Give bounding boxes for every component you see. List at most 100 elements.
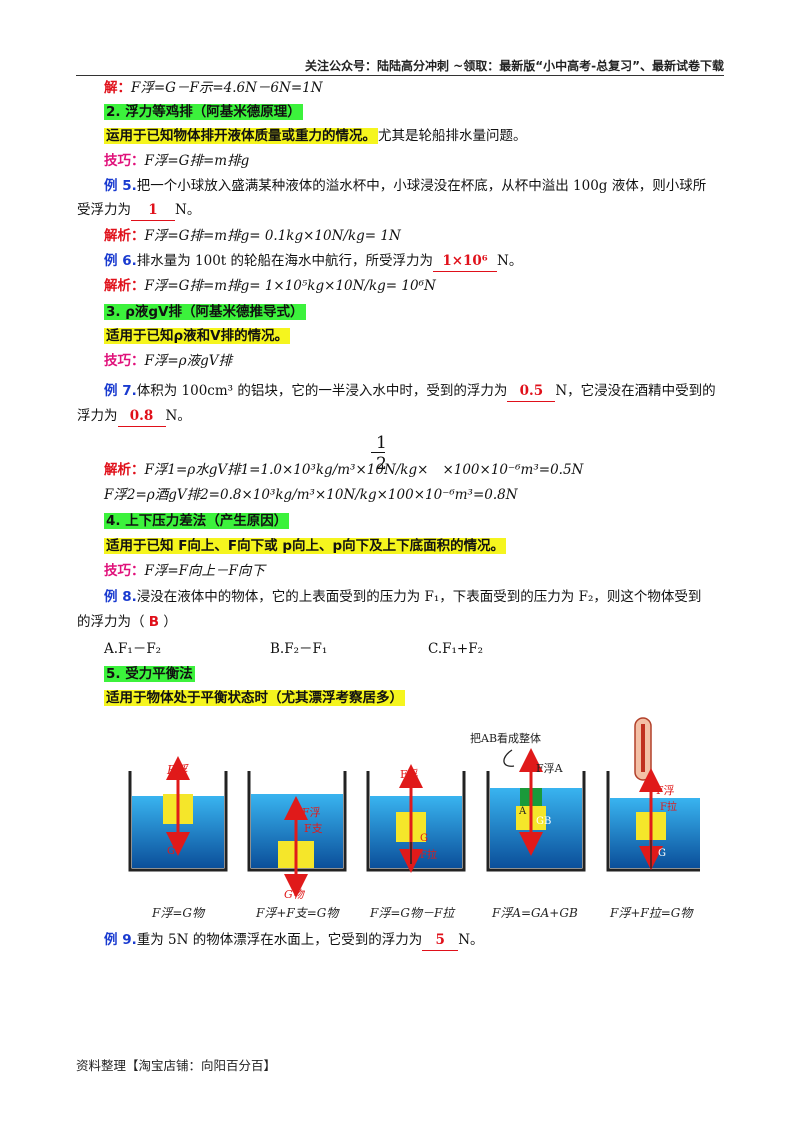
beaker-tethered: F浮 F拉 G [606, 717, 700, 872]
example-5-solution: 解析：F浮=G排=m排g= 0.1kg×10N/kg= 1N [104, 227, 726, 246]
tip-formula: F浮=G排=m排g [144, 153, 250, 169]
section-2-title-line: 2. 浮力等鸡排（阿基米德原理） [104, 103, 726, 122]
solution-formula-1b: ×100×10⁻⁶m³=0.5N [442, 462, 584, 478]
example-8-line: 例 8.浸没在液体中的物体，它的上表面受到的压力为 F₁，下表面受到的压力为 F… [104, 588, 726, 607]
section-5-apply-line: 适用于物体处于平衡状态时（尤其漂浮考察居多） [104, 689, 726, 708]
label-g: G [658, 848, 666, 859]
example-9-label: 例 9. [104, 932, 137, 948]
label-gab: GB [536, 816, 551, 827]
header-divider [76, 75, 724, 76]
section-5-title: 5. 受力平衡法 [104, 666, 195, 682]
beaker-pulled: F浮 G F拉 [366, 764, 466, 873]
example-5-answer: 1 [131, 201, 175, 221]
fraction-numerator: 1 [376, 433, 387, 453]
tip-label: 技巧： [104, 153, 145, 169]
caption-2: F浮+F支=G物 [256, 906, 339, 920]
section-2-title: 2. 浮力等鸡排（阿基米德原理） [104, 104, 303, 120]
section-5-apply: 适用于物体处于平衡状态时（尤其漂浮考察居多） [104, 690, 405, 706]
example-8-label: 例 8. [104, 589, 137, 605]
example-9-answer: 5 [422, 931, 459, 951]
example-5-unit: N。 [175, 202, 201, 218]
example-5-text: 把一个小球放入盛满某种液体的溢水杯中，小球浸没在杯底，从杯中溢出 100g 液体… [136, 178, 707, 194]
label-f-pull: F拉 [660, 800, 677, 813]
example-7-solution-2: F浮2=ρ酒gV排2=0.8×10³kg/m³×10N/kg×100×10⁻⁶m… [104, 486, 726, 505]
tip-formula: F浮=ρ液gV排 [144, 353, 233, 369]
example-7-text: 体积为 100cm³ 的铝块，它的一半浸入水中时，受到的浮力为 [136, 383, 508, 399]
option-a: A.F₁－F₂ [104, 641, 162, 657]
section-4-title-line: 4. 上下压力差法（产生原因） [104, 512, 726, 531]
section-4-title: 4. 上下压力差法（产生原因） [104, 513, 290, 529]
example-5-line: 例 5.把一个小球放入盛满某种液体的溢水杯中，小球浸没在杯底，从杯中溢出 100… [104, 177, 726, 196]
example-5-text-2: 受浮力为 [77, 202, 131, 218]
example-8-text: 浸没在液体中的物体，它的上表面受到的压力为 F₁，下表面受到的压力为 F₂，则这… [136, 589, 702, 605]
label-g: G [420, 833, 428, 844]
solution-formula-2: F浮2=ρ酒gV排2=0.8×10³kg/m³×10N/kg×100×10⁻⁶m… [104, 487, 518, 503]
section-4-apply: 适用于已知 F向上、F向下或 p向上、p向下及上下底面积的情况。 [104, 538, 507, 554]
label-f-float: F浮 [166, 763, 189, 777]
buoyancy-figure: F浮 G F浮 F支 G物 F浮 G F拉 把AB看成整体 F浮A A [128, 717, 700, 901]
note-ab-whole: 把AB看成整体 [470, 731, 541, 745]
label-f-support: F支 [304, 822, 323, 835]
label-f-float-a: F浮A [536, 762, 564, 775]
example-8-answer: B [148, 614, 160, 630]
solution-label: 解析： [104, 278, 145, 294]
caption-4: F浮A=GA+GB [492, 906, 578, 920]
tip-formula: F浮=F向上－F向下 [144, 563, 265, 579]
example-7-line-2: 浮力为 0.8 N。 [77, 407, 725, 427]
section-2-apply-tail: 尤其是轮船排水量问题。 [378, 128, 527, 144]
beaker-sunk: F浮 F支 G物 [247, 771, 347, 901]
tip-label: 技巧： [104, 353, 145, 369]
section-2-apply-line: 运用于已知物体排开液体质量或重力的情况。 尤其是轮船排水量问题。 [104, 127, 726, 146]
label-f-pull: F拉 [420, 848, 437, 861]
section-3-title-line: 3. ρ液gV排（阿基米德推导式） [104, 303, 726, 322]
page-footer: 资料整理【淘宝店铺：向阳百分百】 [76, 1058, 277, 1073]
option-c: C.F₁+F₂ [428, 641, 484, 657]
example-7-text-mid: N，它浸没在酒精中受到的 [555, 383, 716, 399]
example-8-text-2: 的浮力为（ [77, 614, 149, 630]
example-8-line-2: 的浮力为（ B ） [77, 613, 725, 632]
caption-5: F浮+F拉=G物 [610, 906, 693, 920]
example-7-solution-1: 解析：F浮1=ρ水gV排1=1.0×10³kg/m³×10N/kg× ×100×1… [104, 461, 726, 480]
tip-label: 技巧： [104, 563, 145, 579]
section-3-apply: 适用于已知ρ液和V排的情况。 [104, 328, 291, 344]
section-3-apply-line: 适用于已知ρ液和V排的情况。 [104, 327, 726, 346]
example-5-label: 例 5. [104, 178, 137, 194]
beaker-floating: F浮 G [128, 756, 228, 872]
label-f-float: F浮 [656, 784, 675, 797]
fraction-bar [371, 452, 385, 453]
section-3-title: 3. ρ液gV排（阿基米德推导式） [104, 304, 306, 320]
example-7-label: 例 7. [104, 383, 137, 399]
solution-label: 解： [104, 80, 131, 96]
caption-3: F浮=G物－F拉 [370, 906, 455, 920]
section-2-tip-line: 技巧：F浮=G排=m排g [104, 152, 726, 171]
fraction-denominator: 2 [376, 454, 387, 474]
example-7-text-2: 浮力为 [77, 408, 118, 424]
section-4-tip-line: 技巧：F浮=F向上－F向下 [104, 562, 726, 581]
example-6-line: 例 6.排水量为 100t 的轮船在海水中航行，所受浮力为 1×10⁶ N。 [104, 252, 726, 272]
label-g: G [167, 846, 175, 857]
section-3-tip-line: 技巧：F浮=ρ液gV排 [104, 352, 726, 371]
example-9-unit: N。 [458, 932, 484, 948]
example-6-unit: N。 [497, 253, 523, 269]
label-a: A [518, 806, 527, 817]
example-6-answer: 1×10⁶ [433, 252, 498, 272]
solution-line: 解：F浮=G－F示=4.6N－6N=1N [104, 79, 726, 98]
solution-label: 解析： [104, 462, 145, 478]
label-f-float: F浮 [302, 806, 321, 819]
label-f-float: F浮 [400, 768, 419, 781]
example-8-text-3: ） [159, 614, 177, 630]
label-g-obj: G物 [284, 888, 306, 901]
section-5-title-line: 5. 受力平衡法 [104, 665, 726, 684]
solution-formula: F浮=G排=m排g= 1×10⁵kg×10N/kg= 10⁶N [144, 278, 436, 294]
solution-formula: F浮=G排=m排g= 0.1kg×10N/kg= 1N [144, 228, 401, 244]
example-7-unit: N。 [165, 408, 191, 424]
example-6-text: 排水量为 100t 的轮船在海水中航行，所受浮力为 [136, 253, 434, 269]
solution-label: 解析： [104, 228, 145, 244]
example-9-line: 例 9.重为 5N 的物体漂浮在水面上，它受到的浮力为 5 N。 [104, 931, 726, 951]
solution-formula-1a: F浮1=ρ水gV排1=1.0×10³kg/m³×10N/kg× [144, 462, 429, 478]
page-header: 关注公众号：陆陆高分冲刺 ~领取：最新版“小中高考-总复习”、最新试卷下载 [305, 59, 724, 73]
solution-formula: F浮=G－F示=4.6N－6N=1N [131, 80, 323, 96]
example-6-solution: 解析：F浮=G排=m排g= 1×10⁵kg×10N/kg= 10⁶N [104, 277, 726, 296]
example-5-line-2: 受浮力为 1 N。 [77, 201, 725, 221]
example-7-answer-1: 0.5 [507, 382, 556, 402]
